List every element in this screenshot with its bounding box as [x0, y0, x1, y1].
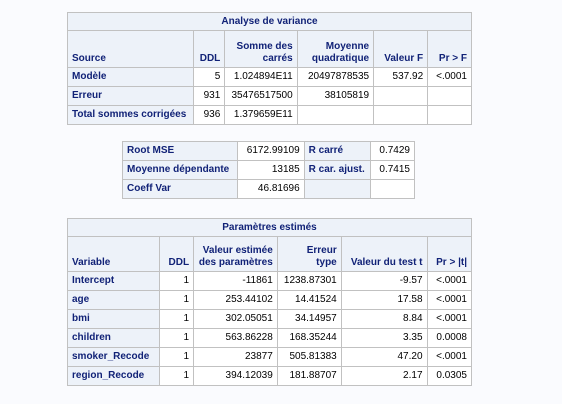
table-row: children 1 563.86228 168.35244 3.35 0.0008 [68, 329, 472, 348]
t-cell: 47.20 [341, 348, 427, 367]
p-cell: <.0001 [427, 272, 471, 291]
variable-cell: bmi [68, 310, 160, 329]
variable-cell: children [68, 329, 160, 348]
f-cell: 537.92 [374, 68, 428, 87]
p-cell: <.0001 [427, 310, 471, 329]
fit-value-cell [371, 180, 415, 199]
fit-value-cell: 0.7429 [371, 142, 415, 161]
col-ss: Somme des carrés [225, 31, 297, 68]
variable-cell: Intercept [68, 272, 160, 291]
se-cell: 168.35244 [277, 329, 341, 348]
t-cell: 8.84 [341, 310, 427, 329]
col-param-p: Pr > |t| [427, 237, 471, 272]
estimate-cell: 302.05051 [194, 310, 278, 329]
table-row: smoker_Recode 1 23877 505.81383 47.20 <.0001 [68, 348, 472, 367]
table-row: Modèle 5 1.024894E11 20497878535 537.92 <.000… [68, 68, 472, 87]
ddl-cell: 1 [159, 348, 193, 367]
fit-value-cell: 6172.99109 [238, 142, 304, 161]
fit-value-cell: 0.7415 [371, 161, 415, 180]
table-row: region_Recode 1 394.12039 181.88707 2.17 0.03… [68, 367, 472, 386]
col-param-ddl: DDL [159, 237, 193, 272]
col-source: Source [68, 31, 194, 68]
p-cell: 0.0305 [427, 367, 471, 386]
se-cell: 1238.87301 [277, 272, 341, 291]
estimate-cell: 563.86228 [194, 329, 278, 348]
fit-value-cell: 46.81696 [238, 180, 304, 199]
f-cell [374, 106, 428, 125]
estimate-cell: 23877 [194, 348, 278, 367]
fit-value-cell: 13185 [238, 161, 304, 180]
fit-label-cell: Coeff Var [123, 180, 238, 199]
estimate-cell: 253.44102 [194, 291, 278, 310]
fit-label-cell: R car. ajust. [304, 161, 370, 180]
p-cell: <.0001 [427, 348, 471, 367]
params-title: Paramètres estimés [68, 219, 472, 237]
anova-title: Analyse de variance [68, 13, 472, 31]
p-cell [428, 87, 472, 106]
col-f: Valeur F [374, 31, 428, 68]
fit-label-cell: Root MSE [123, 142, 238, 161]
p-cell: <.0001 [427, 291, 471, 310]
ddl-cell: 1 [159, 291, 193, 310]
table-row: Erreur 931 35476517500 38105819 [68, 87, 472, 106]
ms-cell: 38105819 [297, 87, 373, 106]
variable-cell: region_Recode [68, 367, 160, 386]
t-cell: -9.57 [341, 272, 427, 291]
se-cell: 181.88707 [277, 367, 341, 386]
ss-cell: 1.024894E11 [225, 68, 297, 87]
ddl-cell: 1 [159, 329, 193, 348]
fit-label-cell [304, 180, 370, 199]
ddl-cell: 1 [159, 367, 193, 386]
anova-table: Analyse de variance Source DDL Somme des… [67, 12, 472, 125]
fit-label-cell: R carré [304, 142, 370, 161]
ddl-cell: 5 [193, 68, 225, 87]
ss-cell: 35476517500 [225, 87, 297, 106]
estimate-cell: 394.12039 [194, 367, 278, 386]
fit-stats-table: Root MSE 6172.99109 R carré 0.7429 Moyenne d… [122, 141, 415, 199]
ddl-cell: 1 [159, 310, 193, 329]
p-cell [428, 106, 472, 125]
table-row: Coeff Var 46.81696 [123, 180, 415, 199]
ms-cell: 20497878535 [297, 68, 373, 87]
col-variable: Variable [68, 237, 160, 272]
t-cell: 3.35 [341, 329, 427, 348]
fit-label-cell: Moyenne dépendante [123, 161, 238, 180]
ms-cell [297, 106, 373, 125]
table-row: Root MSE 6172.99109 R carré 0.7429 [123, 142, 415, 161]
ddl-cell: 931 [193, 87, 225, 106]
table-row: Moyenne dépendante 13185 R car. ajust. 0.74… [123, 161, 415, 180]
se-cell: 14.41524 [277, 291, 341, 310]
col-ddl: DDL [193, 31, 225, 68]
source-cell: Modèle [68, 68, 194, 87]
variable-cell: smoker_Recode [68, 348, 160, 367]
col-estimate: Valeur estimée des paramètres [194, 237, 278, 272]
col-ms: Moyenne quadratique [297, 31, 373, 68]
table-row: Total sommes corrigées 936 1.379659E11 [68, 106, 472, 125]
t-cell: 17.58 [341, 291, 427, 310]
f-cell [374, 87, 428, 106]
variable-cell: age [68, 291, 160, 310]
param-table: Paramètres estimés Variable DDL Valeur e… [67, 218, 472, 386]
se-cell: 505.81383 [277, 348, 341, 367]
source-cell: Erreur [68, 87, 194, 106]
estimate-cell: -11861 [194, 272, 278, 291]
table-row: Intercept 1 -11861 1238.87301 -9.57 <.0001 [68, 272, 472, 291]
p-cell: <.0001 [428, 68, 472, 87]
ss-cell: 1.379659E11 [225, 106, 297, 125]
p-cell: 0.0008 [427, 329, 471, 348]
t-cell: 2.17 [341, 367, 427, 386]
col-p: Pr > F [428, 31, 472, 68]
ddl-cell: 936 [193, 106, 225, 125]
table-row: age 1 253.44102 14.41524 17.58 <.0001 [68, 291, 472, 310]
se-cell: 34.14957 [277, 310, 341, 329]
source-cell: Total sommes corrigées [68, 106, 194, 125]
ddl-cell: 1 [159, 272, 193, 291]
table-row: bmi 1 302.05051 34.14957 8.84 <.0001 [68, 310, 472, 329]
col-t: Valeur du test t [341, 237, 427, 272]
col-se: Erreur type [277, 237, 341, 272]
